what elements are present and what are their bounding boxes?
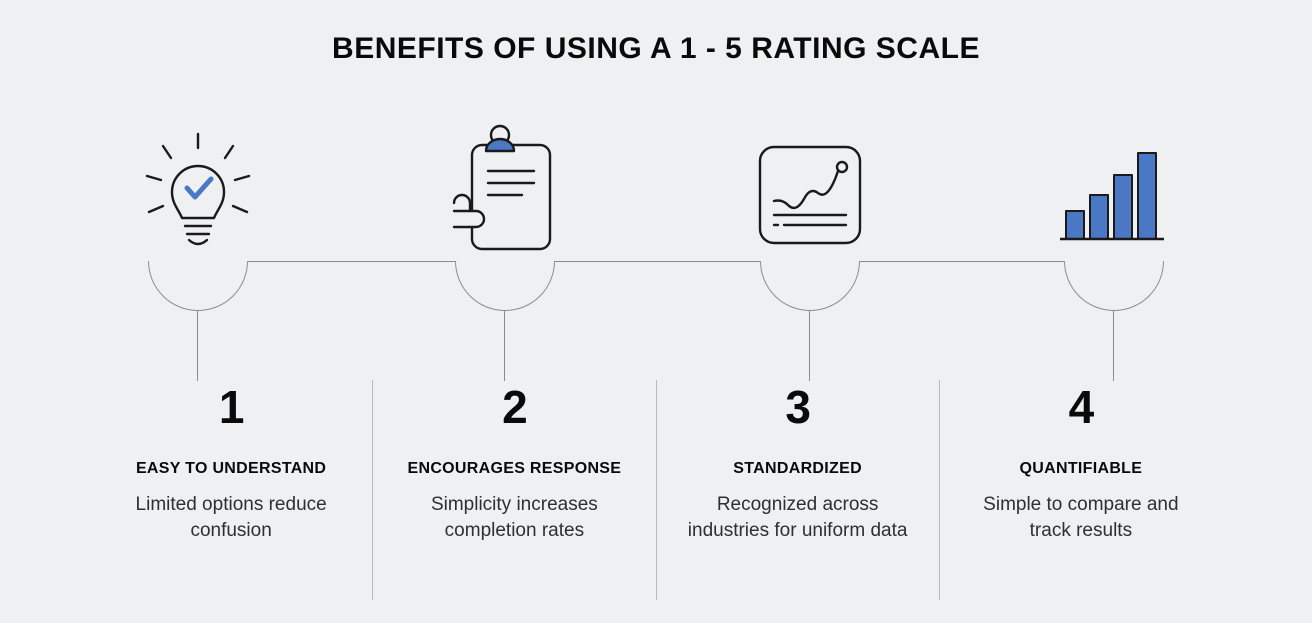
benefit-heading: ENCOURAGES RESPONSE xyxy=(395,460,633,478)
benefit-number: 3 xyxy=(679,380,917,434)
dropline-1 xyxy=(197,311,198,381)
benefit-2: 2 ENCOURAGES RESPONSE Simplicity increas… xyxy=(372,380,655,600)
dropline-3 xyxy=(809,311,810,381)
benefit-number: 1 xyxy=(112,380,350,434)
benefit-description: Simple to compare and track results xyxy=(962,492,1200,543)
clipboard-hand-icon xyxy=(440,128,570,258)
benefit-description: Simplicity increases completion rates xyxy=(395,492,633,543)
benefit-heading: QUANTIFIABLE xyxy=(962,460,1200,478)
bar-chart-icon xyxy=(1049,128,1179,258)
benefits-row: 1 EASY TO UNDERSTAND Limited options red… xyxy=(0,380,1312,600)
benefit-heading: STANDARDIZED xyxy=(679,460,917,478)
dropline-4 xyxy=(1113,311,1114,381)
benefit-description: Recognized across industries for uniform… xyxy=(679,492,917,543)
lightbulb-check-icon xyxy=(133,128,263,258)
icons-row xyxy=(0,128,1312,258)
page-title: BENEFITS OF USING A 1 - 5 RATING SCALE xyxy=(0,32,1312,66)
benefit-3: 3 STANDARDIZED Recognized across industr… xyxy=(656,380,939,600)
benefit-description: Limited options reduce confusion xyxy=(112,492,350,543)
benefit-heading: EASY TO UNDERSTAND xyxy=(112,460,350,478)
benefit-1: 1 EASY TO UNDERSTAND Limited options red… xyxy=(90,380,372,600)
trend-chart-icon xyxy=(745,128,875,258)
benefit-number: 2 xyxy=(395,380,633,434)
benefit-number: 4 xyxy=(962,380,1200,434)
benefit-4: 4 QUANTIFIABLE Simple to compare and tra… xyxy=(939,380,1222,600)
connector-line xyxy=(130,261,1180,263)
dropline-2 xyxy=(504,311,505,381)
